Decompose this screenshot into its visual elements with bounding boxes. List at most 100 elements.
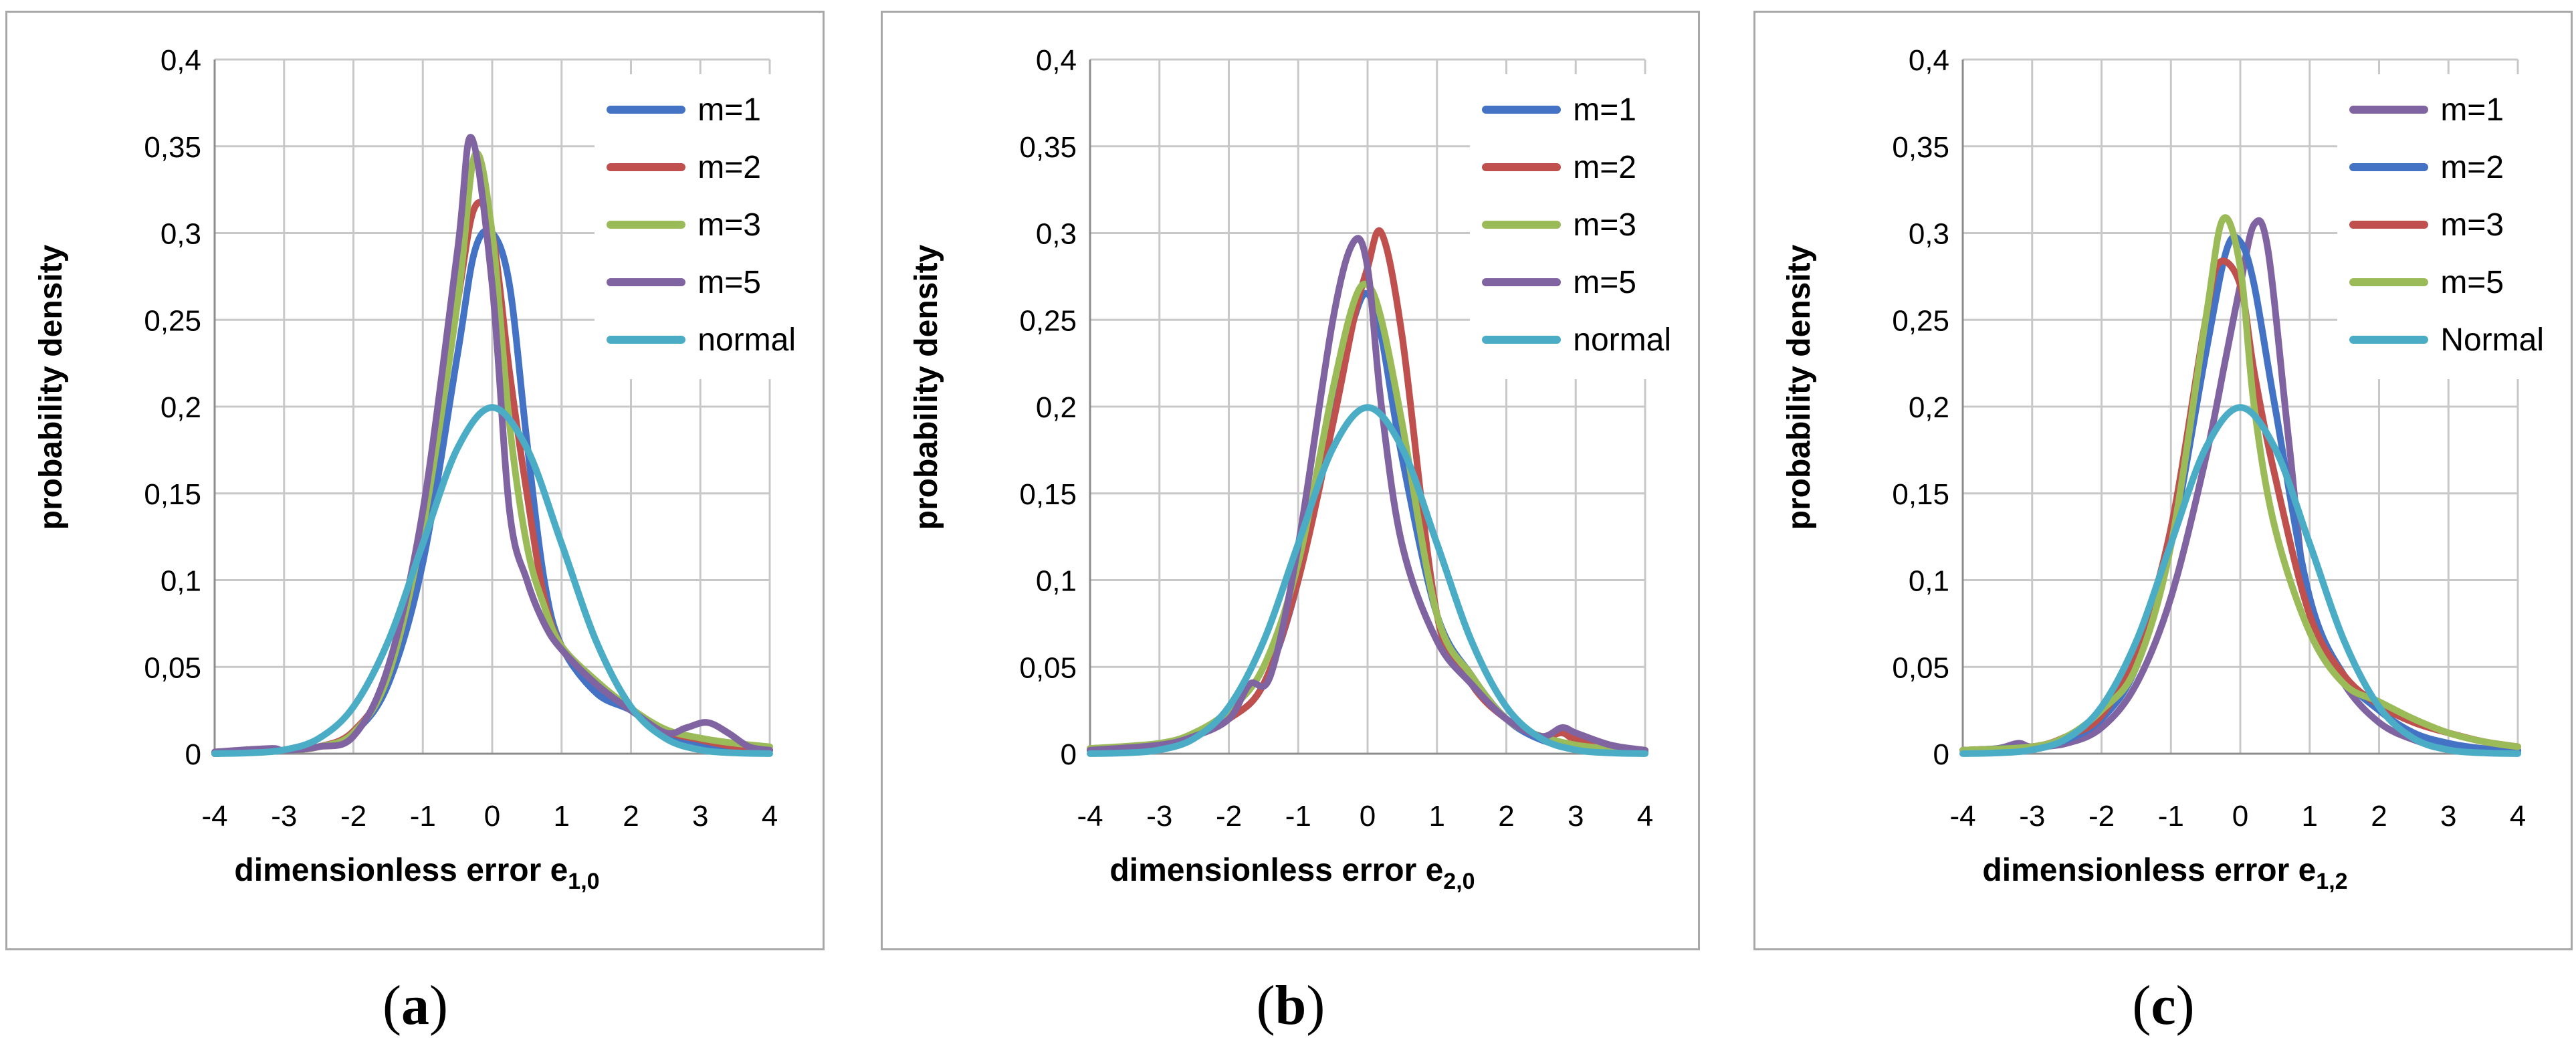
x-tick-label: 3: [692, 800, 708, 833]
legend-item: m=5: [1482, 253, 1671, 311]
y-tick-label: 0: [185, 738, 201, 771]
x-tick-label: -1: [2158, 800, 2184, 833]
legend-swatch: [1482, 336, 1562, 344]
legend-item: m=1: [1482, 81, 1671, 138]
legend-label: m=3: [2440, 207, 2504, 243]
legend-item: normal: [607, 311, 796, 368]
legend-item: m=3: [2349, 196, 2544, 253]
caption-b: (b): [1256, 974, 1325, 1037]
y-tick-label: 0,4: [160, 44, 201, 77]
x-axis-label-main: dimensionless error e: [1982, 853, 2317, 888]
x-tick-label: -2: [1216, 800, 1242, 833]
y-tick-label: 0,25: [1892, 304, 1949, 337]
x-tick-label: 0: [484, 800, 500, 833]
legend-label: m=5: [697, 264, 761, 300]
y-tick-label: 0: [1933, 738, 1949, 771]
x-tick-label: 3: [1568, 800, 1584, 833]
legend-swatch: [607, 106, 686, 114]
series-line-m-5: [211, 134, 773, 756]
legend-label: m=2: [697, 149, 761, 185]
x-tick-label: -3: [1146, 800, 1172, 833]
x-tick-label: 0: [1360, 800, 1376, 833]
y-tick-label: 0,4: [1036, 44, 1077, 77]
y-tick-label: 0,2: [160, 391, 201, 424]
chart-panel-a: -4 -3 -2 -1 0 1 2 3 4 0 0,05 0,1 0,15 0,2 0,25 0,3 0,35 0…: [5, 11, 825, 950]
legend-label: m=1: [1573, 92, 1636, 128]
y-tick-label: 0,15: [1019, 478, 1077, 511]
x-tick-label: 4: [2510, 800, 2526, 833]
legend-swatch: [1482, 163, 1562, 171]
y-tick-label: 0,3: [1036, 218, 1077, 251]
y-tick-label: 0,1: [1909, 565, 1949, 598]
legend-item: m=3: [607, 196, 796, 253]
legend-swatch: [607, 278, 686, 286]
legend-item: m=5: [607, 253, 796, 311]
legend-label: normal: [1573, 322, 1671, 358]
x-axis-label-subscript: 1,0: [568, 869, 600, 894]
x-tick-label: 1: [1429, 800, 1445, 833]
series-line-normal: [1959, 404, 2521, 757]
legend-label: m=1: [2440, 92, 2504, 128]
legend: m=1 m=2 m=3 m=5 normal: [1470, 74, 1679, 379]
y-tick-label: 0,35: [144, 131, 201, 164]
legend-item: m=1: [2349, 81, 2544, 138]
y-tick-label: 0,4: [1909, 44, 1949, 77]
chart-panel-b: -4 -3 -2 -1 0 1 2 3 4 0 0,05 0,1 0,15 0,2 0,25 0,3 0,35 0…: [881, 11, 1700, 950]
x-tick-label: 1: [554, 800, 570, 833]
y-tick-label: 0,35: [1019, 131, 1077, 164]
y-tick-label: 0: [1061, 738, 1077, 771]
x-tick-label: 0: [2232, 800, 2248, 833]
y-tick-label: 0,3: [160, 218, 201, 251]
chart-panel-c: -4 -3 -2 -1 0 1 2 3 4 0 0,05 0,1 0,15 0,2 0,25 0,3 0,35 0…: [1753, 11, 2573, 950]
x-tick-label: -2: [2088, 800, 2115, 833]
legend-item: Normal: [2349, 311, 2544, 368]
legend-label: m=3: [1573, 207, 1636, 243]
x-tick-label: -4: [1077, 800, 1103, 833]
caption-letter: a: [401, 974, 429, 1037]
legend-label: m=1: [697, 92, 761, 128]
y-axis-label: probability density: [1782, 244, 1817, 530]
x-tick-label: 3: [2440, 800, 2456, 833]
x-axis-label-main: dimensionless error e: [1109, 853, 1444, 888]
y-tick-label: 0,15: [144, 478, 201, 511]
chart-plot-a: -4 -3 -2 -1 0 1 2 3 4 0 0,05 0,1 0,15 0,2 0,25 0,3 0,35 0…: [144, 44, 778, 833]
x-tick-label: -2: [340, 800, 366, 833]
caption-letter: b: [1275, 974, 1307, 1037]
legend-swatch: [2349, 336, 2429, 344]
x-tick-label: 4: [762, 800, 778, 833]
x-tick-label: -3: [271, 800, 297, 833]
x-axis-label-subscript: 2,0: [1443, 869, 1475, 894]
x-axis-label-subscript: 1,2: [2316, 869, 2348, 894]
y-tick-label: 0,25: [1019, 304, 1077, 337]
series-line-normal: [1087, 404, 1648, 757]
y-tick-label: 0,15: [1892, 478, 1949, 511]
x-tick-label: -4: [201, 800, 227, 833]
legend-item: m=3: [1482, 196, 1671, 253]
y-tick-label: 0,05: [1892, 651, 1949, 684]
series-line-m-5: [1959, 214, 2521, 754]
legend-label: m=2: [1573, 149, 1636, 185]
legend-swatch: [2349, 163, 2429, 171]
legend-item: m=1: [607, 81, 796, 138]
y-tick-label: 0,1: [1036, 565, 1077, 598]
caption-a: (a): [383, 974, 448, 1037]
caption-c: (c): [2132, 974, 2195, 1037]
y-tick-label: 0,2: [1909, 391, 1949, 424]
legend-item: m=2: [1482, 138, 1671, 196]
legend-swatch: [1482, 278, 1562, 286]
y-tick-label: 0,05: [144, 651, 201, 684]
y-axis-label: probability density: [909, 244, 944, 530]
y-axis-label: probability density: [33, 244, 69, 530]
x-axis-label: dimensionless error e2,0: [883, 852, 1702, 895]
legend: m=1 m=2 m=3 m=5 normal: [595, 74, 804, 379]
legend-swatch: [607, 163, 686, 171]
x-tick-label: -4: [1949, 800, 1975, 833]
caption-letter: c: [2151, 974, 2176, 1037]
x-tick-label: 2: [2371, 800, 2387, 833]
legend-swatch: [1482, 106, 1562, 114]
x-tick-label: 1: [2302, 800, 2318, 833]
x-tick-label: -3: [2019, 800, 2045, 833]
x-tick-label: -1: [1285, 800, 1311, 833]
legend-item: normal: [1482, 311, 1671, 368]
legend-swatch: [607, 221, 686, 229]
